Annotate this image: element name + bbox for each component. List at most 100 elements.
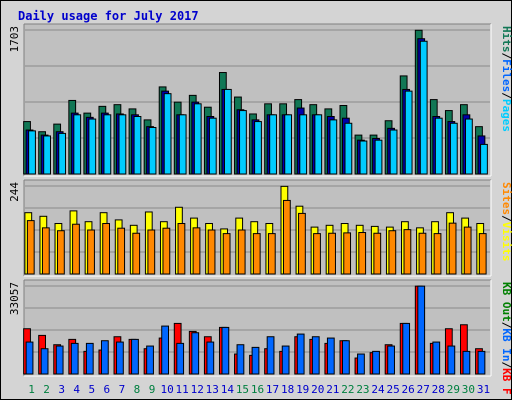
day-label: 11 xyxy=(176,383,189,396)
day-label: 15 xyxy=(236,383,249,396)
bar-sites xyxy=(72,223,80,275)
bar-pages xyxy=(133,116,142,175)
bar-kb-in xyxy=(417,285,426,375)
bar-kb-in xyxy=(281,345,290,375)
panel-visits-sites: 244 Sites/Visits xyxy=(8,179,512,277)
day-label: 31 xyxy=(477,383,490,396)
bar-pages xyxy=(73,114,82,175)
bar-kb-in xyxy=(311,336,320,375)
bar-pages xyxy=(419,40,428,175)
bar-kb-in xyxy=(372,350,380,375)
day-label: 13 xyxy=(206,383,219,396)
legend-item: Pages xyxy=(500,99,512,132)
day-label: 16 xyxy=(251,383,264,396)
panel-kb-f-in-out: 33057 KB Out/KB In/KB F xyxy=(8,279,512,395)
bar-pages xyxy=(103,114,112,175)
bar-sites xyxy=(418,232,427,275)
legend: Hits/Files/Pages xyxy=(500,26,512,132)
bar-sites xyxy=(433,233,442,275)
bar-pages xyxy=(329,119,338,175)
bar-pages xyxy=(254,121,262,175)
day-label: 1 xyxy=(28,383,35,396)
bar-sites xyxy=(328,232,336,275)
bar-pages xyxy=(284,114,293,175)
bar-sites xyxy=(162,227,171,275)
bar-sites xyxy=(132,232,141,275)
bar-sites xyxy=(282,199,291,275)
legend-item: Hits xyxy=(500,26,512,53)
day-label: 5 xyxy=(88,383,95,396)
bar-kb-in xyxy=(161,325,170,375)
legend-item: / xyxy=(500,362,512,369)
day-label: 14 xyxy=(221,383,235,396)
bar-kb-in xyxy=(326,337,335,375)
bar-kb-in xyxy=(116,341,124,375)
bar-kb-in xyxy=(342,340,350,375)
day-label: 21 xyxy=(326,383,339,396)
day-label: 29 xyxy=(447,383,460,396)
day-label: 18 xyxy=(281,383,294,396)
bar-sites xyxy=(388,230,397,275)
legend-item: Visits xyxy=(500,222,512,262)
day-label: 24 xyxy=(371,383,385,396)
bar-sites xyxy=(373,232,382,275)
bar-sites xyxy=(192,227,201,275)
bar-kb-in xyxy=(191,332,200,375)
day-label: 10 xyxy=(160,383,173,396)
bar-sites xyxy=(207,229,216,275)
y-max-label: 33057 xyxy=(8,282,21,315)
bar-kb-in xyxy=(462,350,471,375)
bar-sites xyxy=(102,223,111,275)
day-label: 26 xyxy=(402,383,415,396)
legend-item: / xyxy=(500,322,512,329)
bar-pages xyxy=(434,117,443,175)
day-label: 25 xyxy=(386,383,399,396)
day-label: 4 xyxy=(73,383,80,396)
day-label: 17 xyxy=(266,383,279,396)
bar-kb-in xyxy=(206,341,215,375)
bar-pages xyxy=(148,126,157,175)
day-label: 20 xyxy=(311,383,324,396)
bar-pages xyxy=(28,130,36,175)
panel-pages-files-hits: 1703 Hits/Files/Pages xyxy=(8,23,512,177)
legend-item: KB In xyxy=(500,328,512,361)
bar-pages xyxy=(480,143,488,175)
day-labels: 1 2 3 4 5 6 7 8 9 10 11 12 13 14 15 16 17 18 19 20 21 22 23 24 2… xyxy=(28,383,490,396)
y-max-label: 1703 xyxy=(8,26,21,53)
bar-kb-in xyxy=(477,350,486,375)
day-label: 12 xyxy=(191,383,204,396)
bar-kb-in xyxy=(357,353,365,375)
bar-kb-in xyxy=(176,342,185,375)
bar-kb-in xyxy=(296,333,305,375)
bar-pages xyxy=(404,90,413,175)
bar-kb-in xyxy=(100,340,109,375)
bar-kb-in xyxy=(236,344,245,375)
day-label: 22 xyxy=(341,383,354,396)
bar-pages xyxy=(344,122,353,175)
day-label: 2 xyxy=(43,383,50,396)
bar-pages xyxy=(43,135,51,175)
legend-item: / xyxy=(500,92,512,99)
bar-sites xyxy=(463,226,472,275)
legend-item: / xyxy=(500,215,512,222)
bar-pages xyxy=(223,88,232,175)
bar-kb-in xyxy=(402,322,411,375)
bar-pages xyxy=(465,118,473,175)
bar-sites xyxy=(403,229,412,275)
bar-sites xyxy=(343,232,352,275)
bar-kb-in xyxy=(266,336,275,375)
bar-sites xyxy=(222,233,231,275)
day-label: 6 xyxy=(104,383,111,396)
bar-kb-in xyxy=(146,345,154,375)
legend-item: Sites xyxy=(500,182,512,215)
day-label: 27 xyxy=(417,383,430,396)
bar-pages xyxy=(118,114,127,175)
day-label: 30 xyxy=(462,383,475,396)
bar-sites xyxy=(117,227,126,275)
bar-sites xyxy=(478,233,487,275)
legend: Sites/Visits xyxy=(500,182,512,262)
chart-title: Daily usage for July 2017 xyxy=(18,9,199,23)
bar-kb-in xyxy=(70,342,79,375)
